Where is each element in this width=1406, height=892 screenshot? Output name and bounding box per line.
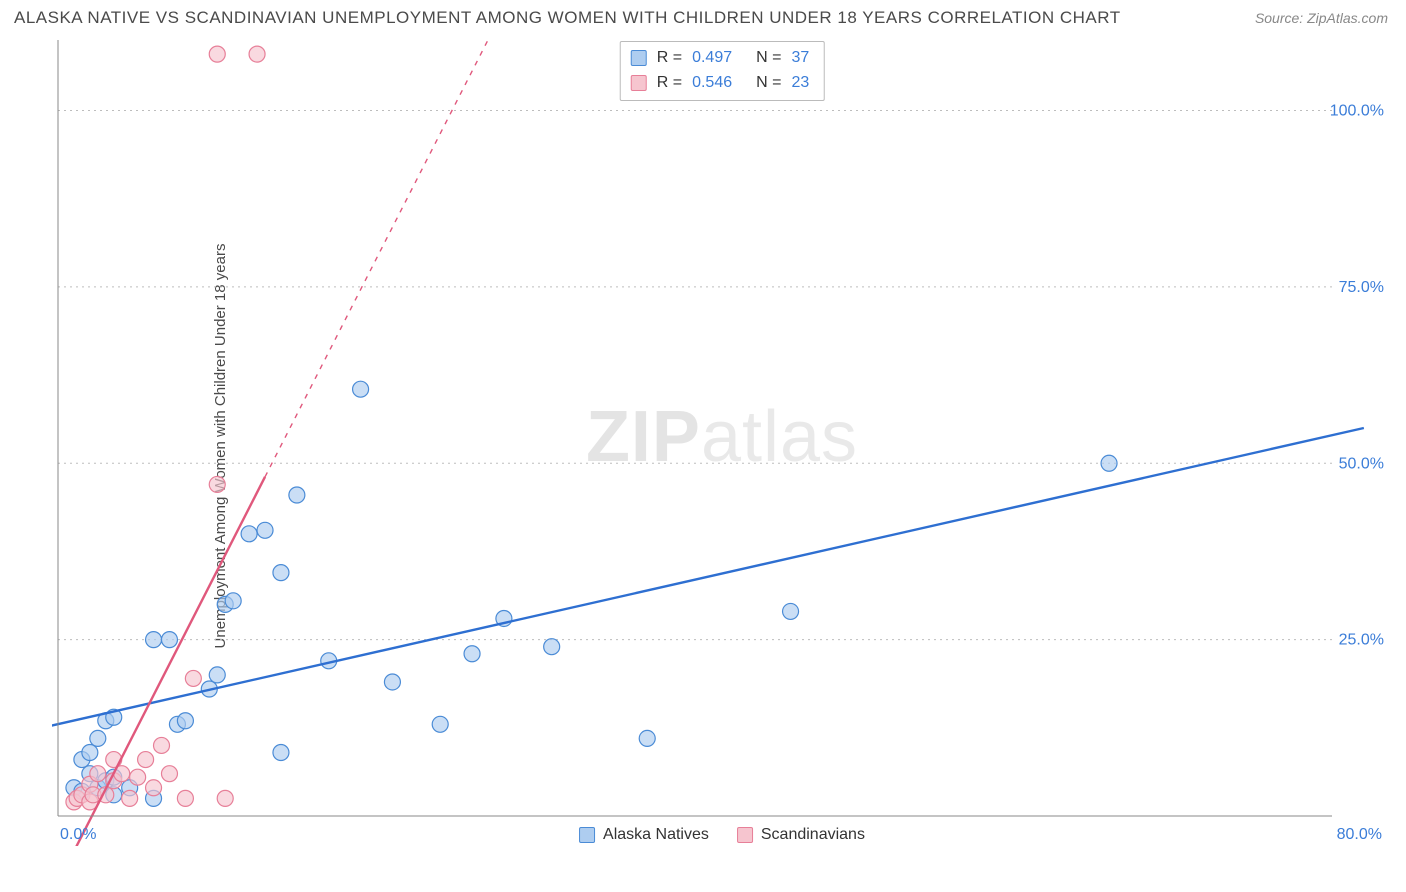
chart-svg: 25.0% 50.0% 75.0% 100.0% [52, 36, 1392, 846]
legend-swatch [631, 50, 647, 66]
svg-text:25.0%: 25.0% [1339, 632, 1384, 649]
legend-swatch [579, 827, 595, 843]
scatter-chart: ZIPatlas 25.0%50.0%75.0%100.0% R =0.497N… [52, 36, 1392, 846]
legend-n-label: N = [756, 46, 781, 71]
legend-n-value: 37 [791, 46, 809, 71]
x-tick-max: 80.0% [1337, 826, 1382, 844]
legend-r-value: 0.546 [692, 71, 732, 96]
x-tick-min: 0.0% [60, 826, 96, 844]
svg-text:75.0%: 75.0% [1339, 279, 1384, 296]
legend-series-item: Scandinavians [737, 826, 865, 844]
legend-swatch [737, 827, 753, 843]
legend-r-label: R = [657, 46, 682, 71]
legend-series-label: Scandinavians [761, 826, 865, 844]
legend-r-value: 0.497 [692, 46, 732, 71]
source-attribution: Source: ZipAtlas.com [1255, 10, 1388, 26]
svg-text:50.0%: 50.0% [1339, 455, 1384, 472]
legend-correlation-row: R = 0.497 N = 37 [631, 46, 810, 71]
legend-series: Alaska Natives Scandinavians [579, 826, 865, 844]
legend-r-label: R = [657, 71, 682, 96]
legend-correlation-row: R = 0.546 N = 23 [631, 71, 810, 96]
legend-swatch [631, 75, 647, 91]
legend-series-label: Alaska Natives [603, 826, 709, 844]
legend-series-item: Alaska Natives [579, 826, 709, 844]
legend-n-label: N = [756, 71, 781, 96]
svg-text:100.0%: 100.0% [1330, 103, 1384, 120]
legend-n-value: 23 [791, 71, 809, 96]
chart-title: ALASKA NATIVE VS SCANDINAVIAN UNEMPLOYME… [14, 8, 1121, 28]
legend-correlation: R = 0.497 N = 37 R = 0.546 N = 23 [620, 41, 825, 101]
